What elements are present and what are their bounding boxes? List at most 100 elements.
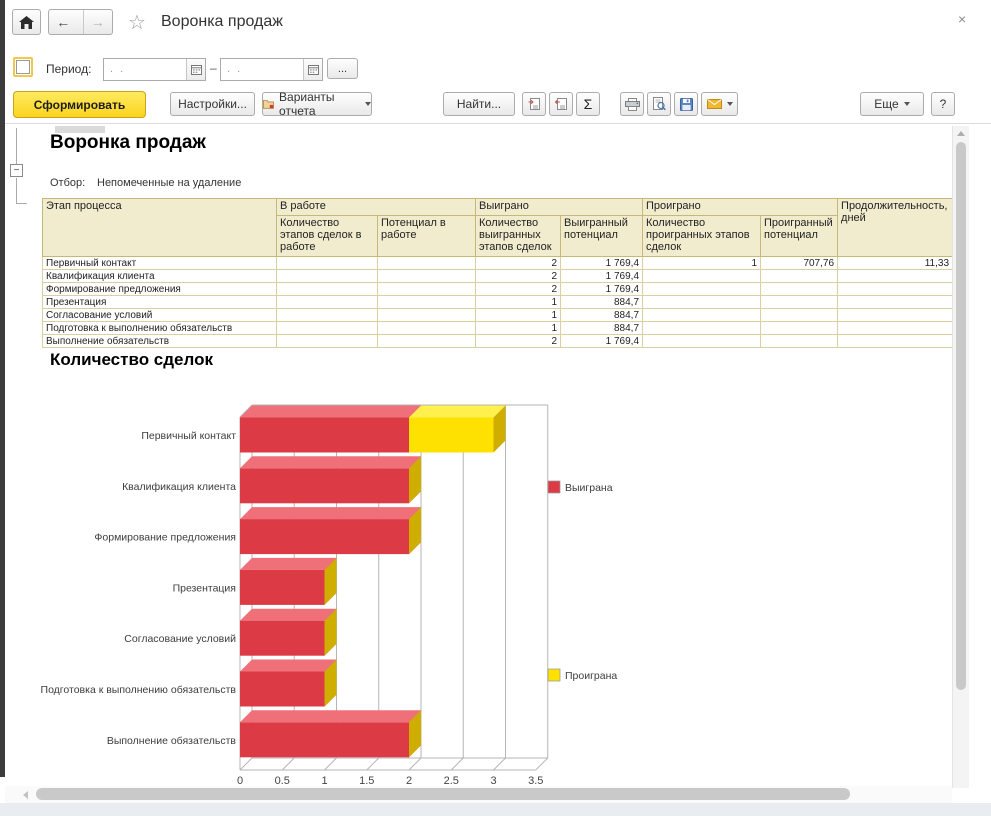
cell-in_work_potential — [377, 256, 476, 270]
generate-button[interactable]: Сформировать — [13, 91, 146, 118]
cell-won_potential: 1 769,4 — [559, 269, 644, 283]
window-bottom-strip — [0, 803, 991, 816]
cell-lost_potential — [760, 321, 839, 335]
bar-side-face — [324, 659, 337, 707]
collapse-groups-button[interactable] — [549, 92, 573, 116]
table-row[interactable]: Согласование условий 1 884,7 — [42, 308, 954, 322]
period-to-input[interactable]: . . — [227, 63, 243, 75]
gridline-floor-tick — [493, 757, 506, 771]
header-duration: Продолжительность, дней — [837, 198, 954, 257]
caret-down-icon — [365, 102, 371, 106]
legend-label: Проиграна — [565, 670, 617, 682]
period-separator: – — [210, 61, 217, 75]
header-in-work: В работе — [276, 198, 476, 216]
scroll-up-icon[interactable] — [957, 131, 965, 136]
cell-won_count: 1 — [475, 321, 561, 335]
sigma-icon: Σ — [583, 96, 593, 112]
cell-lost_potential — [760, 269, 839, 283]
column-splitter-handle[interactable] — [55, 126, 105, 133]
expand-groups-button[interactable] — [522, 92, 546, 116]
scroll-left-icon[interactable] — [23, 791, 28, 799]
table-row[interactable]: Квалификация клиента 2 1 769,4 — [42, 269, 954, 283]
calendar-icon — [307, 64, 319, 75]
cell-won_count: 2 — [475, 282, 561, 296]
group-line — [16, 178, 17, 204]
cell-lost_count — [642, 295, 762, 309]
cell-lost_count — [642, 308, 762, 322]
window-left-edge — [0, 0, 5, 777]
bar-top-face — [240, 710, 421, 723]
save-button[interactable] — [674, 92, 698, 116]
cell-won_count: 2 — [475, 334, 561, 348]
period-from-input[interactable]: . . — [110, 63, 126, 75]
horizontal-scrollbar[interactable] — [5, 786, 952, 803]
category-label: Подготовка к выполнению обязательств — [41, 684, 237, 696]
favorite-star-icon[interactable]: ☆ — [128, 12, 146, 34]
report-title: Воронка продаж — [50, 132, 206, 153]
bar-segment — [240, 519, 409, 555]
table-row[interactable]: Формирование предложения 2 1 769,4 — [42, 282, 954, 296]
group-line — [16, 203, 27, 204]
find-button[interactable]: Найти... — [443, 92, 515, 116]
settings-button[interactable]: Настройки... — [170, 92, 255, 116]
forward-button[interactable]: → — [82, 10, 113, 34]
printer-icon — [624, 97, 640, 111]
axis-tick-label: 0.5 — [275, 775, 290, 787]
report-variants-button[interactable]: Варианты отчета — [262, 90, 372, 118]
more-button[interactable]: Еще — [860, 92, 924, 116]
period-from-field: . . — [103, 58, 206, 81]
category-label: Формирование предложения — [94, 532, 236, 544]
group-collapse-button[interactable]: − — [10, 164, 23, 177]
period-more-button[interactable]: ... — [327, 58, 358, 79]
preview-icon — [653, 97, 666, 111]
cell-lost_potential: 707,76 — [760, 256, 839, 270]
gridline-floor-tick — [366, 757, 380, 771]
table-row[interactable]: Первичный контакт 2 1 769,4 1 707,76 11,33 — [42, 256, 954, 270]
cell-won_potential: 884,7 — [559, 295, 644, 309]
filter-value: Непомеченные на удаление — [97, 177, 242, 189]
cell-in_work_potential — [377, 282, 476, 296]
collapse-groups-icon — [554, 98, 567, 110]
table-row[interactable]: Презентация 1 884,7 — [42, 295, 954, 309]
cell-in_work_count — [276, 321, 378, 335]
cell-duration — [837, 282, 954, 296]
bar-side-face — [324, 557, 337, 605]
horizontal-scroll-thumb[interactable] — [36, 788, 850, 800]
report-table-body: Первичный контакт 2 1 769,4 1 707,76 11,33 Ква… — [42, 256, 954, 348]
history-nav-group: ← → — [48, 9, 113, 35]
vertical-scroll-thumb[interactable] — [956, 142, 966, 690]
bar-segment — [240, 417, 409, 453]
bar-segment — [240, 569, 325, 605]
bar-segment — [240, 620, 325, 656]
bar-side-face — [409, 710, 421, 758]
help-button[interactable]: ? — [931, 92, 955, 116]
caret-down-icon — [903, 102, 910, 106]
cell-in_work_potential — [377, 334, 476, 348]
vertical-scrollbar[interactable] — [952, 126, 969, 788]
cell-in_work_count — [276, 269, 378, 283]
table-row[interactable]: Выполнение обязательств 2 1 769,4 — [42, 334, 954, 348]
preview-button[interactable] — [647, 92, 671, 116]
table-row[interactable]: Подготовка к выполнению обязательств 1 884… — [42, 321, 954, 335]
period-from-calendar-button[interactable] — [186, 59, 205, 80]
category-label: Первичный контакт — [141, 430, 236, 442]
close-icon[interactable]: × — [958, 11, 967, 27]
print-button[interactable] — [620, 92, 644, 116]
cell-won_count: 2 — [475, 269, 561, 283]
gridline-floor-tick — [535, 757, 549, 771]
bar-side-face — [409, 507, 421, 555]
header-in-work-count: Количество этапов сделок в работе — [276, 215, 378, 257]
cell-won_count: 2 — [475, 256, 561, 270]
home-button[interactable] — [12, 9, 41, 35]
expand-groups-icon — [528, 98, 540, 110]
cell-lost_count — [642, 282, 762, 296]
period-checkbox[interactable] — [13, 57, 33, 77]
totals-button[interactable]: Σ — [576, 92, 600, 116]
cell-in_work_potential — [377, 308, 476, 322]
home-icon — [19, 15, 34, 29]
cell-duration: 11,33 — [837, 256, 954, 270]
period-to-calendar-button[interactable] — [303, 59, 322, 80]
send-mail-button[interactable] — [701, 92, 738, 116]
back-button[interactable]: ← — [56, 14, 71, 30]
